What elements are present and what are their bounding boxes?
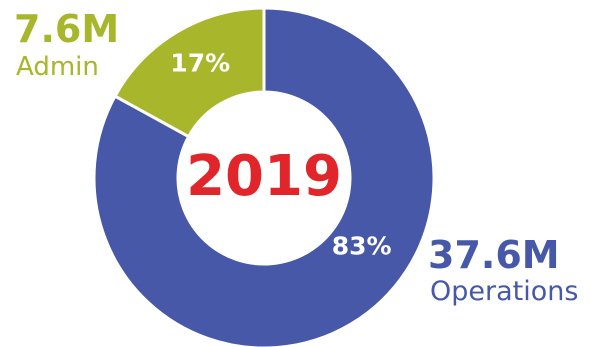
percent-label-operations: 83% [332, 232, 392, 261]
donut-hole [178, 92, 350, 264]
percent-label-admin: 17% [170, 49, 230, 78]
operations-value-label: 37.6M [428, 233, 560, 277]
center-year-label: 2019 [186, 144, 342, 209]
operations-callout: 37.6M Operations [428, 236, 578, 305]
admin-callout: 7.6M Admin [14, 10, 119, 80]
admin-value-label: 7.6M [14, 7, 120, 51]
admin-name-label: Admin [16, 52, 99, 82]
operations-name-label: Operations [430, 276, 579, 307]
